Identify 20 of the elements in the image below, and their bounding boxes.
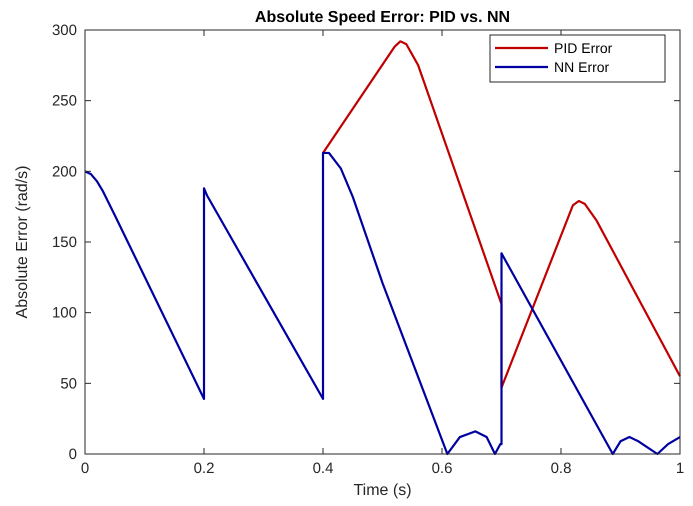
x-tick-label: 0.8 [550, 460, 572, 477]
x-tick-label: 0 [80, 460, 90, 477]
y-axis-title: Absolute Error (rad/s) [14, 166, 31, 318]
y-tick-label: 200 [52, 163, 77, 180]
x-axis-title: Time (s) [353, 482, 412, 499]
line-series [322, 40, 682, 389]
x-tick-label: 0.6 [432, 460, 452, 477]
y-tick-label: 250 [52, 92, 77, 110]
y-tick-label: 0 [68, 446, 77, 463]
y-tick-label: 50 [60, 375, 77, 392]
legend-label: NN Error [554, 59, 610, 75]
y-tick-label: 150 [52, 234, 77, 251]
line-series [84, 152, 682, 456]
legend-label: PID Error [554, 40, 613, 56]
chart-title: Absolute Speed Error: PID vs. NN [254, 9, 510, 26]
x-tick-label: 1 [676, 460, 684, 477]
y-tick-label: 300 [52, 22, 77, 39]
y-tick-label: 100 [52, 304, 77, 322]
x-tick-label: 0.2 [194, 460, 214, 477]
x-tick-label: 0.4 [312, 460, 334, 477]
